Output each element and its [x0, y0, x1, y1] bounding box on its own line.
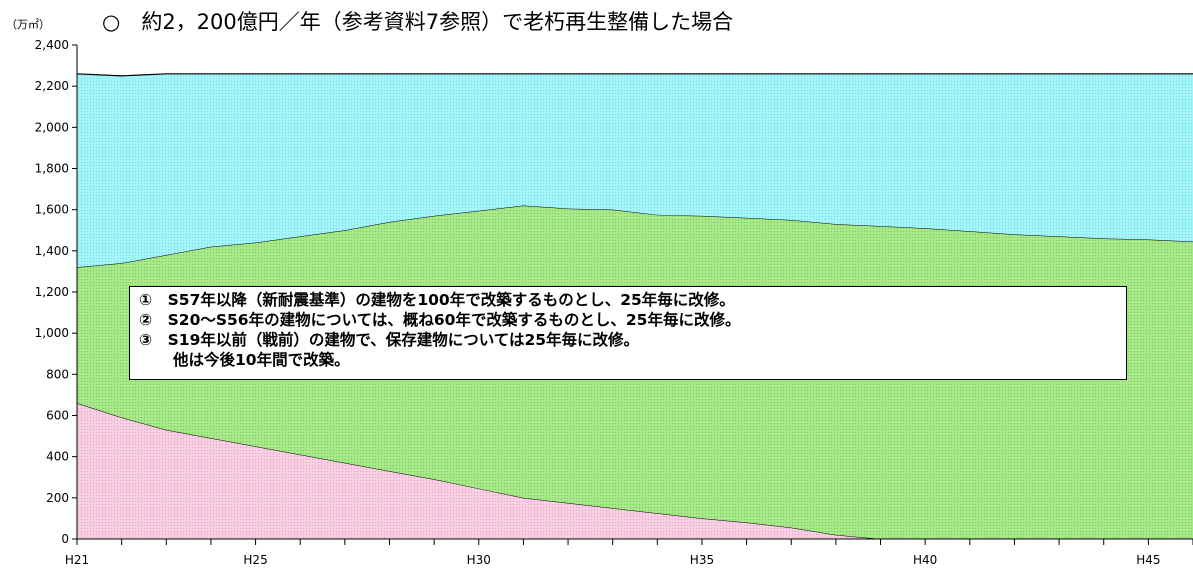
y-tick-label: 0 — [61, 532, 69, 546]
y-tick-label: 200 — [46, 491, 69, 505]
y-tick-label: 800 — [46, 367, 69, 381]
note-1: ① S57年以降（新耐震基準）の建物を100年で改築するものとし、25年毎に改修… — [139, 291, 735, 309]
note-2: ② S20～S56年の建物については、概ね60年で改築するものとし、25年毎に改… — [139, 311, 741, 329]
y-tick-label: 2,000 — [35, 120, 69, 134]
area-series-3 — [77, 73, 1193, 268]
y-tick-label: 2,200 — [35, 79, 69, 93]
y-axis-unit: （万㎡） — [6, 18, 50, 31]
note-4: 他は今後10年間で改築。 — [173, 351, 350, 369]
note-3: ③ S19年以前（戦前）の建物で、保存建物については25年毎に改修。 — [139, 331, 640, 349]
notes-box: ① S57年以降（新耐震基準）の建物を100年で改築するものとし、25年毎に改修… — [129, 286, 1127, 380]
y-tick-label: 1,800 — [35, 162, 69, 176]
y-tick-label: 1,200 — [35, 285, 69, 299]
x-tick-label: H21 — [65, 553, 89, 567]
y-tick-label: 1,000 — [35, 326, 69, 340]
x-tick-label: H25 — [243, 553, 267, 567]
x-tick-label: H45 — [1136, 553, 1160, 567]
y-tick-label: 1,600 — [35, 203, 69, 217]
x-tick-label: H40 — [913, 553, 937, 567]
area-series-1 — [77, 403, 1193, 539]
y-tick-label: 2,400 — [35, 38, 69, 52]
y-tick-label: 600 — [46, 409, 69, 423]
x-tick-label: H35 — [690, 553, 714, 567]
y-tick-label: 400 — [46, 450, 69, 464]
chart-title: ○ 約2，200億円／年（参考資料7参照）で老朽再生整備した場合 — [102, 10, 734, 34]
area-series-3-edge — [76, 73, 1193, 77]
y-tick-label: 1,400 — [35, 244, 69, 258]
x-tick-label: H30 — [467, 553, 491, 567]
